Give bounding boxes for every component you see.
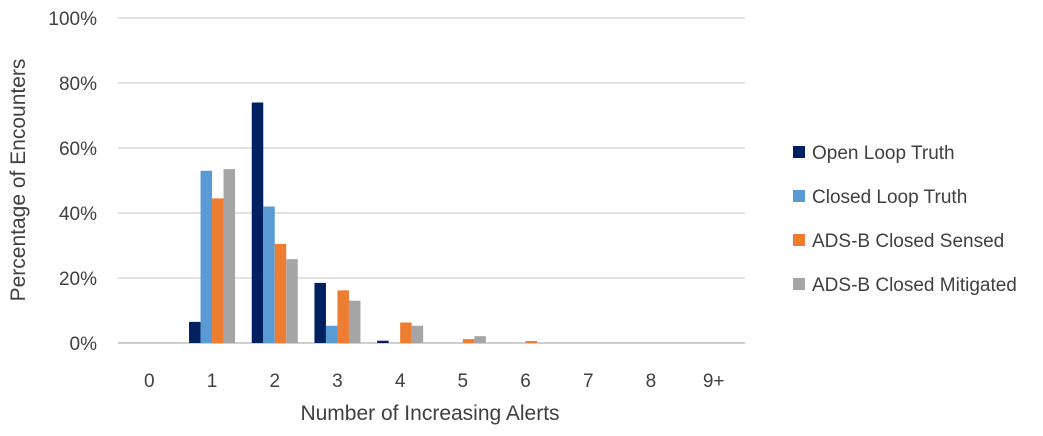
bar-closed-loop-truth-1	[200, 170, 213, 343]
bar-open-loop-truth-2	[251, 102, 264, 343]
bar-closed-loop-truth-3	[325, 325, 338, 343]
x-axis-ticks: 0 1 2 3 4 5 6 7 8 9+	[144, 371, 724, 392]
bar-closed-loop-truth-2	[263, 206, 275, 343]
bar-ads-b-closed-mitigated-3	[348, 300, 361, 343]
x-tick-label: 2	[269, 371, 280, 392]
legend-label: Closed Loop Truth	[812, 187, 967, 208]
x-tick-label: 5	[458, 371, 469, 392]
bar-open-loop-truth-4	[377, 340, 389, 343]
bar-ads-b-closed-mitigated-5	[474, 336, 486, 343]
bar-ads-b-closed-sensed-6	[525, 341, 538, 343]
x-tick-label: 7	[583, 371, 594, 392]
legend-label: ADS-B Closed Mitigated	[812, 275, 1017, 296]
bar-open-loop-truth-3	[314, 282, 326, 343]
legend-swatch	[793, 234, 805, 246]
x-tick-label: 9+	[703, 371, 725, 392]
y-tick-label: 40%	[59, 204, 97, 225]
y-axis-title: Percentage of Encounters	[7, 59, 30, 302]
bar-ads-b-closed-sensed-3	[337, 290, 349, 343]
bar-ads-b-closed-sensed-4	[400, 322, 412, 343]
y-tick-label: 100%	[48, 9, 97, 30]
x-tick-label: 4	[395, 371, 406, 392]
bar-ads-b-closed-mitigated-4	[411, 325, 424, 343]
legend-swatch	[793, 146, 805, 158]
y-axis-ticks: 0% 20% 40% 60% 80% 100%	[48, 9, 97, 355]
y-tick-label: 60%	[59, 139, 97, 160]
bar-ads-b-closed-sensed-2	[274, 243, 287, 343]
x-axis-title: Number of Increasing Alerts	[300, 402, 559, 425]
legend-label: Open Loop Truth	[812, 143, 955, 164]
legend-swatch	[793, 190, 805, 202]
x-tick-label: 3	[332, 371, 343, 392]
x-tick-label: 0	[144, 371, 155, 392]
legend-label: ADS-B Closed Sensed	[812, 231, 1004, 252]
bars	[189, 102, 538, 343]
y-tick-label: 20%	[59, 269, 97, 290]
y-tick-label: 80%	[59, 74, 97, 95]
bar-ads-b-closed-sensed-1	[212, 198, 224, 343]
bar-ads-b-closed-mitigated-2	[286, 259, 298, 343]
legend: Open Loop Truth Closed Loop Truth ADS-B Cl…	[793, 143, 1017, 296]
x-tick-label: 8	[646, 371, 657, 392]
y-tick-label: 0%	[70, 334, 98, 355]
legend-swatch	[793, 278, 805, 290]
x-tick-label: 1	[207, 371, 218, 392]
bar-ads-b-closed-mitigated-1	[223, 169, 236, 343]
x-tick-label: 6	[520, 371, 531, 392]
bar-ads-b-closed-sensed-5	[462, 339, 475, 343]
bar-open-loop-truth-1	[189, 321, 201, 343]
